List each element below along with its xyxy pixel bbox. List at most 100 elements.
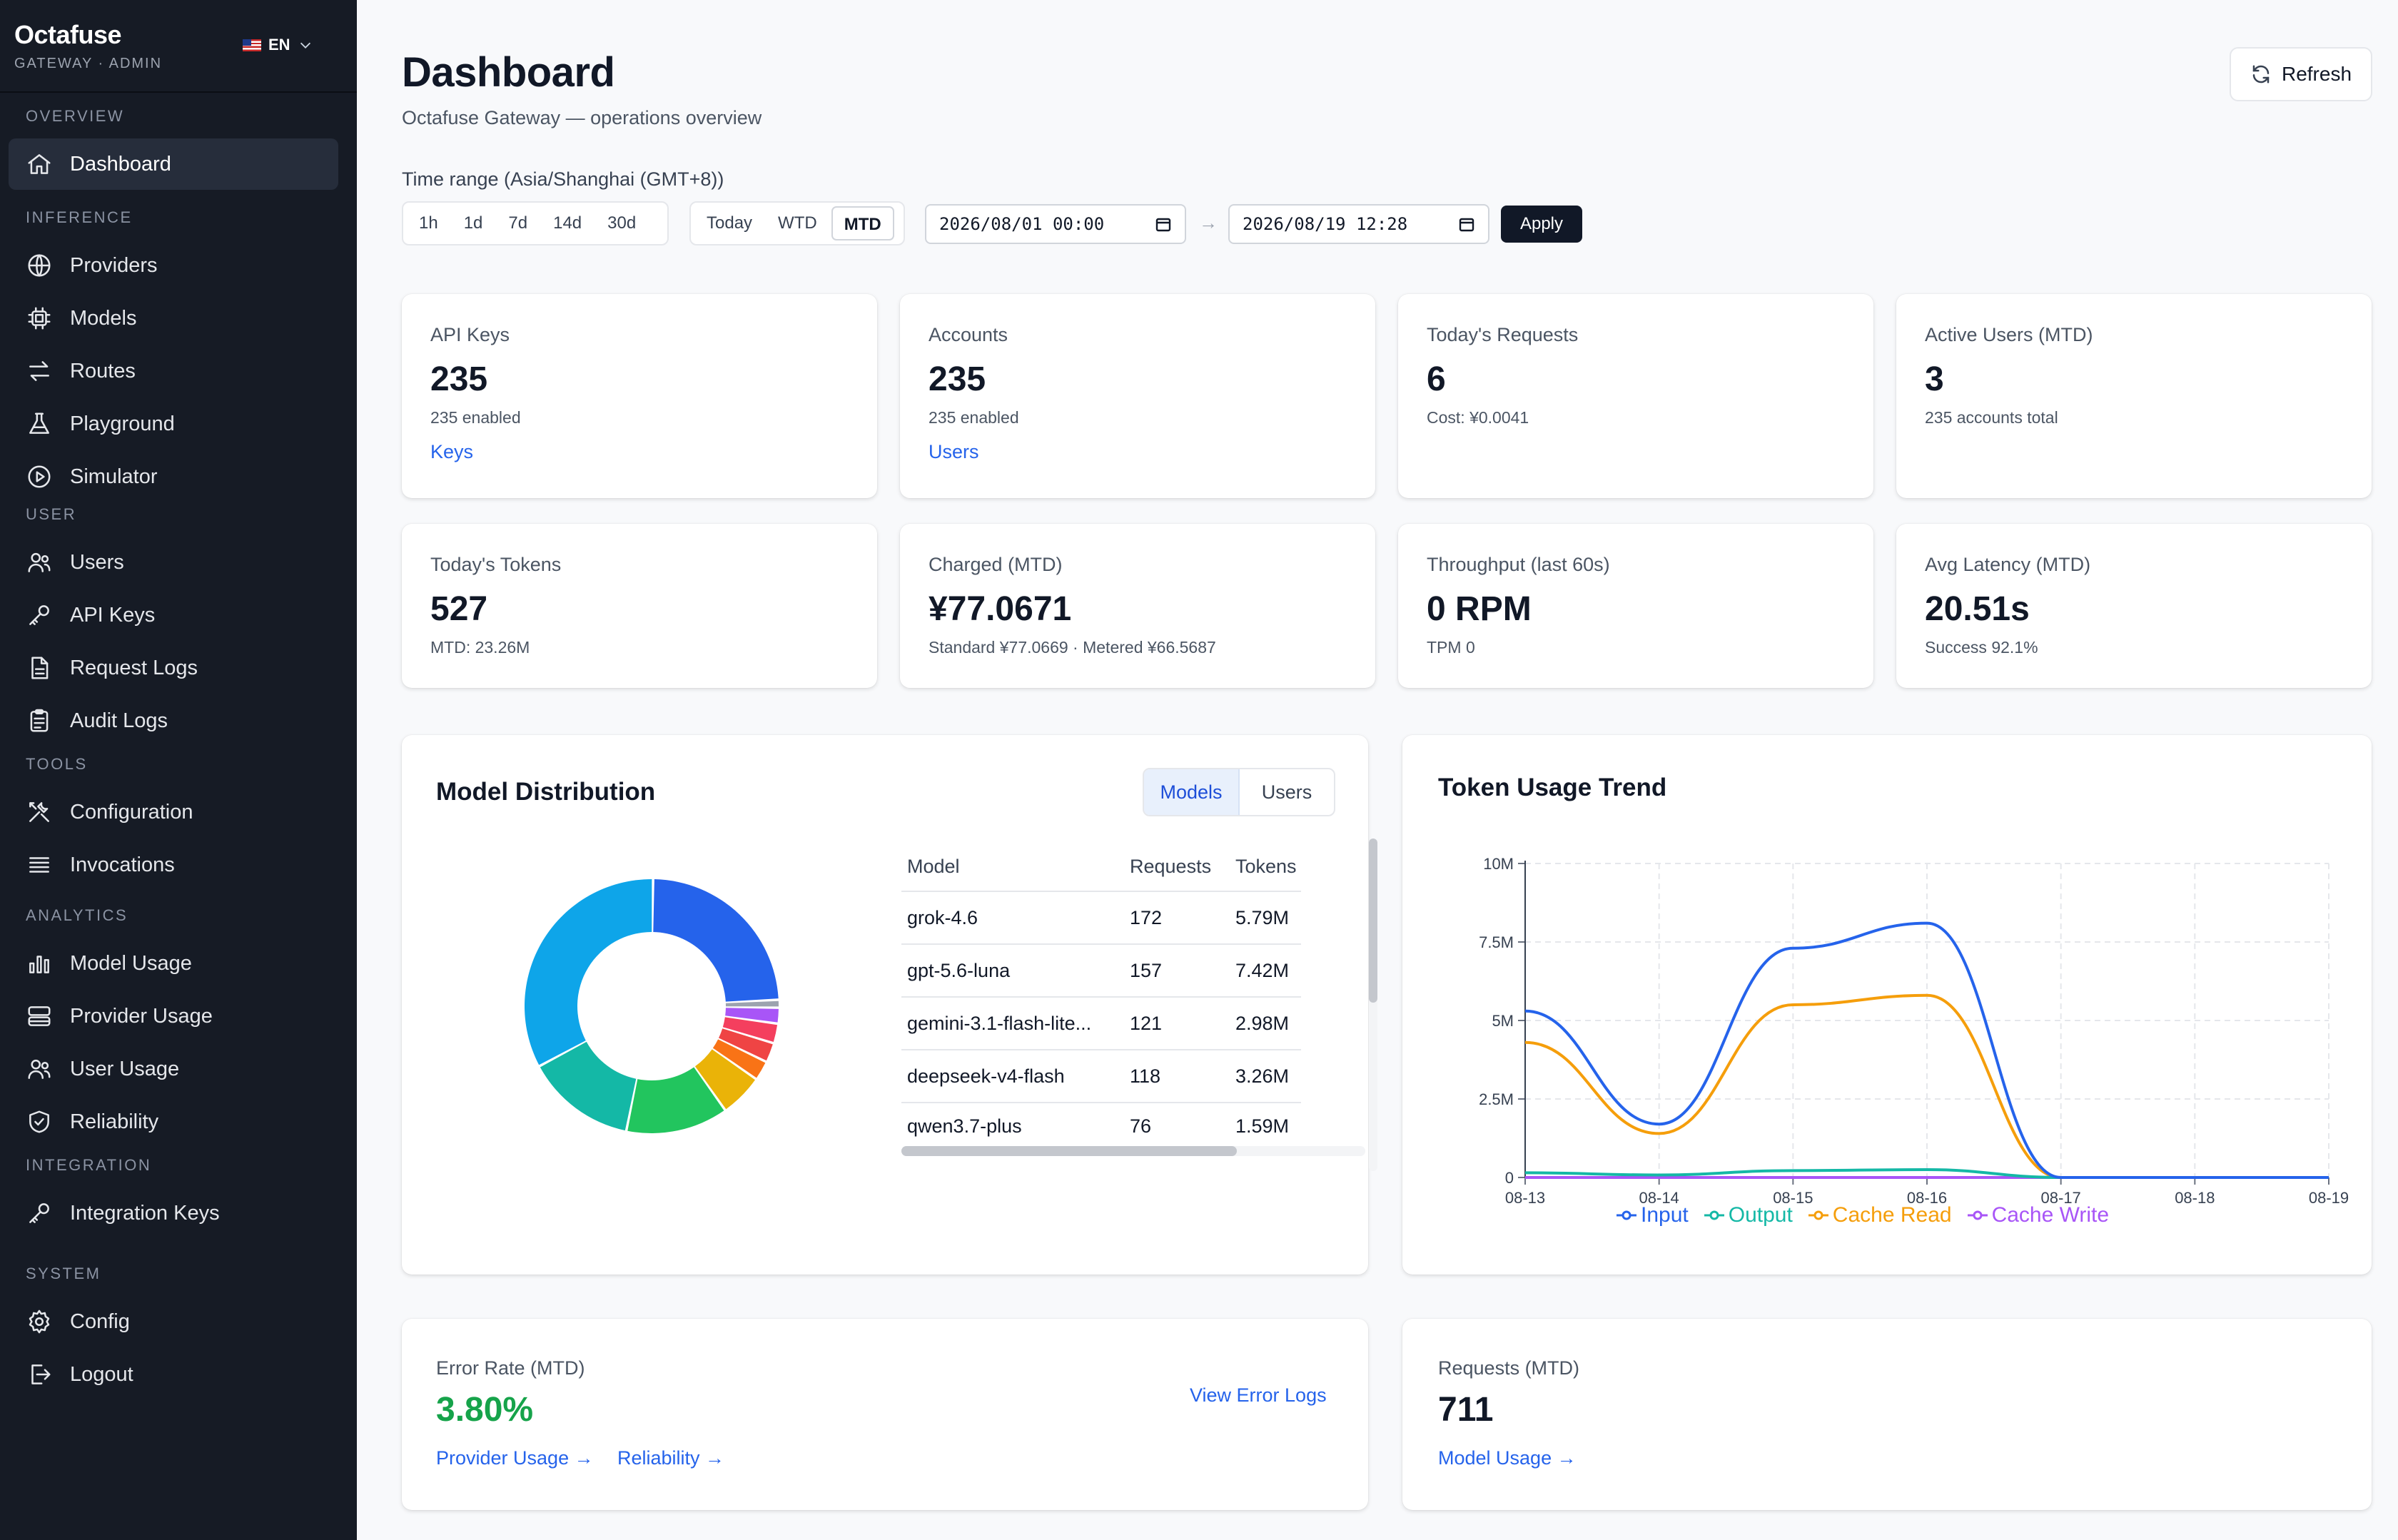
sidebar-item-user-usage[interactable]: User Usage	[9, 1043, 338, 1095]
legend-item[interactable]: Input	[1617, 1203, 1689, 1227]
sidebar-item-logout[interactable]: Logout	[9, 1349, 338, 1400]
table-row[interactable]: gpt-5.6-luna 157 7.42M	[901, 945, 1301, 998]
vertical-scrollbar[interactable]	[1369, 839, 1377, 1171]
range-1h[interactable]: 1h	[419, 213, 438, 233]
horizontal-scrollbar[interactable]	[901, 1146, 1365, 1156]
model-usage-link[interactable]: Model Usage →	[1438, 1447, 1577, 1469]
reliability-link[interactable]: Reliability →	[617, 1447, 725, 1469]
x-tick-label: 08-17	[2041, 1189, 2081, 1206]
apply-button[interactable]: Apply	[1501, 206, 1582, 243]
tab-users[interactable]: Users	[1261, 781, 1312, 803]
section-title-analytics: ANALYTICS	[26, 906, 128, 924]
provider-usage-link[interactable]: Provider Usage →	[436, 1447, 594, 1469]
stat-sub: 235 enabled	[929, 408, 1019, 427]
token-usage-chart: 0 2.5M 5M 7.5M 10M 08-13 08-14 08-15 08-16 08-17 0…	[1479, 855, 2349, 1206]
home-icon	[28, 154, 51, 174]
period-wtd[interactable]: WTD	[778, 213, 817, 233]
model-tokens: 2.98M	[1235, 1012, 1290, 1034]
sidebar-item-routes[interactable]: Routes	[9, 345, 338, 397]
table-row[interactable]: qwen3.7-plus 76 1.59M	[901, 1103, 1301, 1149]
sidebar-item-configuration[interactable]: Configuration	[9, 786, 338, 838]
stat-card-active-users: Active Users (MTD) 3 235 accounts total	[1896, 294, 2372, 498]
donut-slice[interactable]	[525, 879, 652, 1065]
donut-slice[interactable]	[712, 1039, 766, 1078]
stat-value: 0 RPM	[1427, 590, 1532, 628]
requests-mtd-card: Requests (MTD) 711 Model Usage →	[1402, 1319, 2372, 1510]
range-7d[interactable]: 7d	[508, 213, 528, 233]
sidebar-item-config[interactable]: Config	[9, 1296, 338, 1347]
legend-item[interactable]: Cache Write	[1967, 1203, 2109, 1227]
donut-slice[interactable]	[653, 879, 779, 1002]
legend-item[interactable]: Output	[1704, 1203, 1793, 1227]
range-1d[interactable]: 1d	[463, 213, 483, 233]
gear-icon	[29, 1309, 50, 1334]
sidebar-item-audit-logs[interactable]: Audit Logs	[9, 695, 338, 746]
sidebar-item-provider-usage[interactable]: Provider Usage	[9, 991, 338, 1042]
legend-label: Input	[1641, 1203, 1689, 1227]
sidebar-item-models[interactable]: Models	[9, 293, 338, 344]
users-link[interactable]: Users	[929, 441, 979, 462]
end-date-input[interactable]: 2026/08/19 12:28	[1228, 204, 1489, 244]
donut-slice[interactable]	[722, 1017, 778, 1043]
section-title-inference: INFERENCE	[26, 208, 133, 226]
legend-label: Output	[1728, 1203, 1793, 1227]
donut-slice[interactable]	[725, 1008, 779, 1023]
section-title-overview: OVERVIEW	[26, 107, 125, 125]
model-requests: 118	[1130, 1065, 1161, 1087]
donut-slice[interactable]	[627, 1067, 724, 1133]
sidebar-item-simulator[interactable]: Simulator	[9, 451, 338, 502]
legend-item[interactable]: Cache Read	[1808, 1203, 1952, 1227]
language-selector[interactable]: EN	[243, 36, 313, 54]
sidebar-item-label: Dashboard	[70, 152, 171, 176]
table-row[interactable]: gemini-3.1-flash-lite... 121 2.98M	[901, 998, 1301, 1050]
sidebar-item-playground[interactable]: Playground	[9, 398, 338, 450]
model-tokens: 1.59M	[1235, 1115, 1290, 1137]
y-tick-label: 5M	[1492, 1012, 1514, 1030]
range-30d[interactable]: 30d	[607, 213, 637, 233]
sidebar-item-integration-keys[interactable]: Integration Keys	[9, 1187, 338, 1239]
sidebar-item-users[interactable]: Users	[9, 537, 338, 588]
refresh-button[interactable]: Refresh	[2230, 47, 2372, 101]
donut-slice[interactable]	[725, 1001, 779, 1007]
logout-icon	[31, 1364, 51, 1384]
section-title-system: SYSTEM	[26, 1265, 101, 1282]
stat-label: Today's Requests	[1427, 324, 1579, 345]
view-error-logs-link[interactable]: View Error Logs	[1190, 1384, 1327, 1406]
donut-slice[interactable]	[540, 1041, 637, 1131]
bar-chart-icon	[29, 956, 49, 973]
sidebar-item-reliability[interactable]: Reliability	[9, 1096, 338, 1148]
end-date-value: 2026/08/19 12:28	[1243, 214, 1408, 234]
donut-slice[interactable]	[719, 1028, 773, 1061]
scrollbar-thumb[interactable]	[901, 1146, 1237, 1156]
y-tick-label: 0	[1505, 1169, 1514, 1187]
keys-link[interactable]: Keys	[430, 441, 474, 462]
scrollbar-thumb[interactable]	[1369, 839, 1377, 1003]
sidebar-item-label: Invocations	[70, 853, 175, 876]
stat-sub: MTD: 23.26M	[430, 638, 530, 657]
chart-legend: Input Output Cache Read Cache Write	[1617, 1203, 2109, 1227]
sidebar-item-providers[interactable]: Providers	[9, 240, 338, 291]
sidebar-item-request-logs[interactable]: Request Logs	[9, 642, 338, 694]
start-date-input[interactable]: 2026/08/01 00:00	[925, 204, 1186, 244]
stat-value: 235	[430, 360, 488, 398]
sidebar-item-dashboard[interactable]: Dashboard	[9, 138, 338, 190]
panel-title: Token Usage Trend	[1438, 774, 1667, 801]
model-tokens: 3.26M	[1235, 1065, 1290, 1087]
donut-chart	[525, 879, 779, 1133]
brand-name: Octafuse	[14, 20, 122, 49]
model-tokens: 7.42M	[1235, 959, 1290, 981]
sidebar-item-invocations[interactable]: Invocations	[9, 839, 338, 891]
model-table: Model Requests Tokens grok-4.6 172 5.79M…	[901, 842, 1301, 1149]
table-row[interactable]: grok-4.6 172 5.79M	[901, 892, 1301, 945]
sidebar-item-api-keys[interactable]: API Keys	[9, 589, 338, 641]
donut-slice[interactable]	[694, 1049, 755, 1110]
period-mtd[interactable]: MTD	[831, 206, 894, 240]
period-today[interactable]: Today	[707, 213, 753, 233]
sidebar-item-label: User Usage	[70, 1057, 180, 1080]
range-14d[interactable]: 14d	[553, 213, 582, 233]
legend-marker-icon	[1704, 1210, 1724, 1220]
sidebar-item-model-usage[interactable]: Model Usage	[9, 938, 338, 989]
table-row[interactable]: deepseek-v4-flash 118 3.26M	[901, 1050, 1301, 1103]
sidebar-item-label: Logout	[70, 1362, 133, 1386]
tab-models[interactable]: Models	[1144, 769, 1240, 815]
